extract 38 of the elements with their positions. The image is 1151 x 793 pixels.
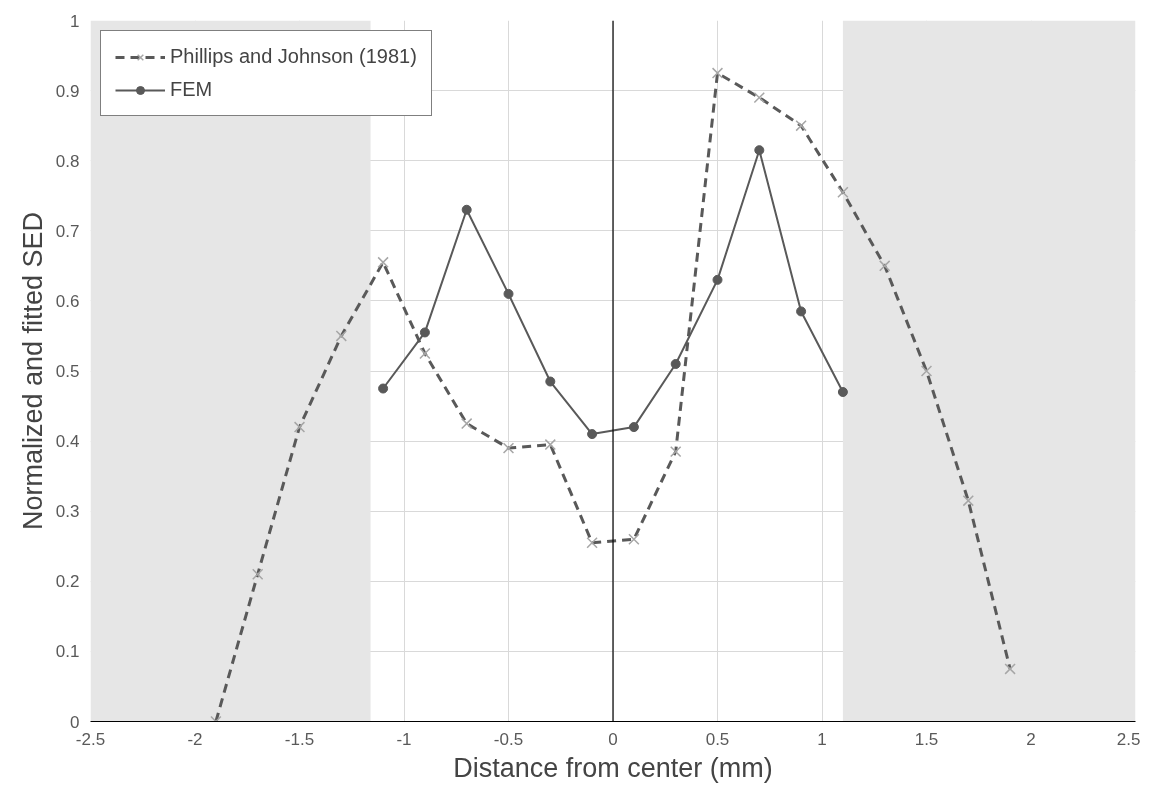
x-tick-label: 1 bbox=[817, 729, 827, 749]
point bbox=[461, 204, 472, 215]
x-tick-label: -0.5 bbox=[493, 729, 524, 749]
y-tick-label: 0.3 bbox=[55, 502, 80, 522]
y-tick-label: 0.5 bbox=[55, 362, 80, 381]
point bbox=[754, 145, 765, 156]
y-tick-label: 0.2 bbox=[55, 572, 80, 592]
x-tick-label: -1.5 bbox=[284, 729, 315, 749]
x-tick-label: 1.5 bbox=[914, 729, 939, 749]
y-tick-label: 0.8 bbox=[55, 151, 80, 171]
y-tick-label: 1 bbox=[70, 11, 80, 31]
legend-label: FEM bbox=[170, 78, 213, 101]
y-tick-label: 0 bbox=[70, 712, 80, 732]
legend-label: Phillips and Johnson (1981) bbox=[170, 45, 417, 68]
point bbox=[796, 306, 807, 317]
x-tick-label: -2.5 bbox=[75, 729, 106, 749]
x-tick-label: 2.5 bbox=[1116, 729, 1141, 749]
x-tick-label: 2 bbox=[1026, 729, 1036, 749]
x-tick-label: -2 bbox=[187, 729, 203, 749]
point bbox=[545, 376, 556, 387]
point bbox=[712, 274, 723, 285]
point bbox=[378, 383, 389, 394]
y-tick-label: 0.1 bbox=[55, 642, 80, 662]
y-tick-label: 0.7 bbox=[55, 221, 80, 241]
y-tick-label: 0.4 bbox=[55, 432, 80, 452]
x-tick-label: 0 bbox=[608, 729, 618, 749]
y-tick-label: 0.9 bbox=[55, 81, 80, 101]
x-tick-label: 0.5 bbox=[705, 729, 730, 749]
x-tick-label: -1 bbox=[396, 729, 412, 749]
point bbox=[670, 359, 681, 369]
point bbox=[837, 387, 848, 398]
point bbox=[587, 429, 598, 440]
y-tick-label: 0.6 bbox=[55, 291, 80, 311]
x-axis-title: Distance from center (mm) bbox=[453, 752, 773, 783]
point bbox=[503, 288, 514, 299]
point bbox=[419, 327, 430, 338]
point bbox=[628, 422, 639, 433]
y-axis-title: Normalized and fitted SED bbox=[17, 211, 48, 531]
